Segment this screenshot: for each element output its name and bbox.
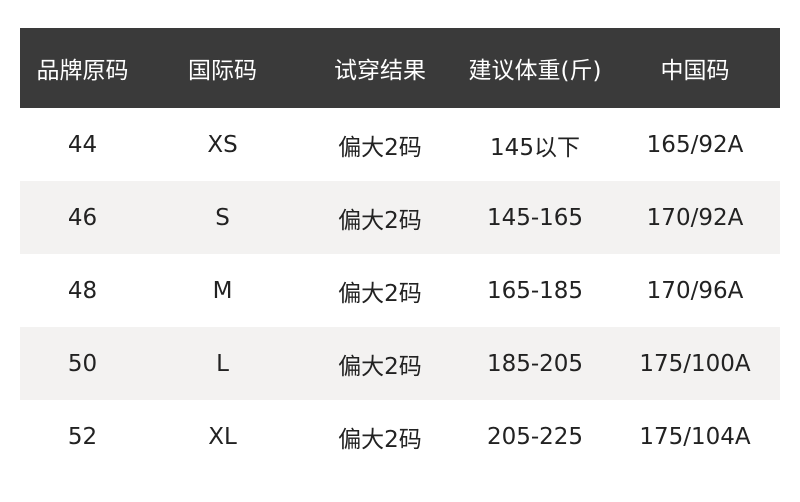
table-cell: 试穿结果 [334, 58, 426, 84]
table-cell: 50 [67, 350, 98, 377]
table-cell: 185-205 [486, 350, 584, 377]
table-cell: 偏大2码 [338, 280, 422, 307]
table-cell: 偏大2码 [338, 207, 422, 234]
table-cell: 偏大2码 [338, 134, 422, 161]
table-cell: 国际码 [188, 58, 257, 84]
table-cell: 205-225 [486, 423, 584, 450]
table-row: 44 XS 偏大2码 145以下 165/92A [20, 108, 780, 181]
table-cell: 建议体重(斤) [468, 58, 602, 84]
table-cell: 165/92A [646, 131, 744, 158]
table-cell: 52 [67, 423, 98, 450]
table-cell: 44 [67, 131, 98, 158]
table-row: 52 XL 偏大2码 205-225 175/104A [20, 400, 780, 473]
table-cell: 170/96A [646, 277, 744, 304]
table-cell: 中国码 [660, 58, 730, 84]
table-cell: 46 [67, 204, 98, 231]
table-cell: 175/104A [639, 423, 751, 450]
table-cell: M [212, 277, 233, 304]
table-row: 48 M 偏大2码 165-185 170/96A [20, 254, 780, 327]
table-row: 46 S 偏大2码 145-165 170/92A [20, 181, 780, 254]
table-cell: 170/92A [646, 204, 744, 231]
table-cell: 品牌原码 [36, 58, 129, 84]
size-table: 品牌原码 国际码 试穿结果 建议体重(斤) 中国码 44 XS 偏大2码 145以下 165/92… [20, 28, 780, 473]
table-cell: 偏大2码 [338, 426, 422, 453]
table-cell: L [216, 350, 229, 377]
table-cell: 145以下 [490, 134, 580, 161]
table-cell: 175/100A [639, 350, 751, 377]
table-cell: 145-165 [486, 204, 584, 231]
table-row: 50 L 偏大2码 185-205 175/100A [20, 327, 780, 400]
table-cell: 165-185 [486, 277, 584, 304]
table-cell: 48 [67, 277, 98, 304]
table-cell: XS [207, 131, 238, 158]
table-cell: S [215, 204, 230, 231]
table-row: 品牌原码 国际码 试穿结果 建议体重(斤) 中国码 [20, 28, 780, 108]
table-cell: XL [208, 423, 237, 450]
table-cell: 偏大2码 [338, 353, 422, 380]
